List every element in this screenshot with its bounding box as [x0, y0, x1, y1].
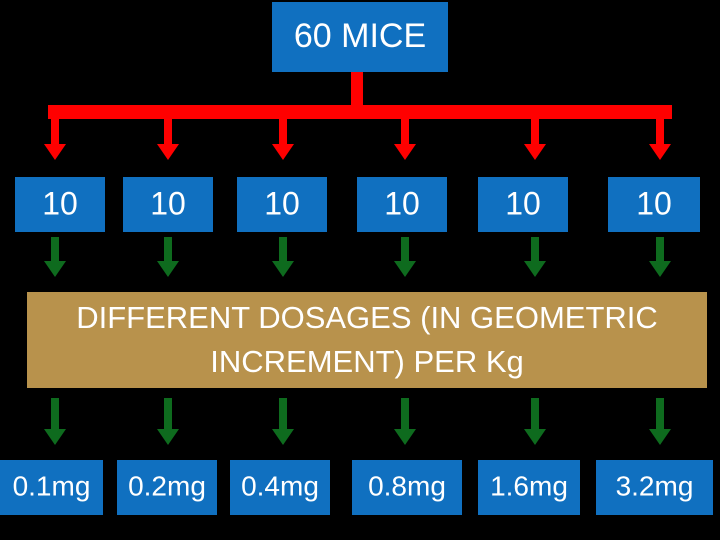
- green-arrow: [524, 237, 546, 277]
- dose-box: [230, 460, 330, 515]
- tree-stem: [351, 72, 363, 106]
- red-arrow: [394, 112, 416, 160]
- green-arrow: [44, 237, 66, 277]
- group-count: 10: [636, 185, 672, 221]
- title: 60 MICE: [294, 17, 426, 55]
- dosage-line: DIFFERENT DOSAGES (IN GEOMETRIC: [76, 300, 658, 335]
- green-arrow: [649, 237, 671, 277]
- dose-box: [478, 460, 580, 515]
- red-arrow: [649, 112, 671, 160]
- group-count: 10: [384, 185, 420, 221]
- dose-box: [352, 460, 462, 515]
- group-count: 10: [150, 185, 186, 221]
- dosage-line: INCREMENT) PER Kg: [210, 344, 523, 379]
- red-arrow: [272, 112, 294, 160]
- dose-label: 0.1mg: [13, 470, 91, 501]
- green-arrow: [272, 237, 294, 277]
- dose-label: 1.6mg: [490, 470, 568, 501]
- tree-bar: [48, 105, 672, 119]
- group-box: [608, 177, 700, 232]
- dose-label: 0.4mg: [241, 470, 319, 501]
- group-box: [237, 177, 327, 232]
- green-arrow: [649, 398, 671, 445]
- dose-box: [117, 460, 217, 515]
- title-box: [272, 2, 448, 72]
- group-count: 10: [505, 185, 541, 221]
- group-count: 10: [264, 185, 300, 221]
- group-box: [123, 177, 213, 232]
- group-box: [357, 177, 447, 232]
- dosage-box: [27, 292, 707, 388]
- green-arrow: [157, 398, 179, 445]
- dose-label: 0.8mg: [368, 470, 446, 501]
- red-arrow: [524, 112, 546, 160]
- dose-box: [0, 460, 103, 515]
- dose-label: 3.2mg: [616, 470, 694, 501]
- dose-label: 0.2mg: [128, 470, 206, 501]
- dose-box: [596, 460, 713, 515]
- group-box: [15, 177, 105, 232]
- red-arrow: [44, 112, 66, 160]
- green-arrow: [157, 237, 179, 277]
- green-arrow: [524, 398, 546, 445]
- group-box: [478, 177, 568, 232]
- green-arrow: [44, 398, 66, 445]
- green-arrow: [394, 237, 416, 277]
- green-arrow: [394, 398, 416, 445]
- green-arrow: [272, 398, 294, 445]
- red-arrow: [157, 112, 179, 160]
- group-count: 10: [42, 185, 78, 221]
